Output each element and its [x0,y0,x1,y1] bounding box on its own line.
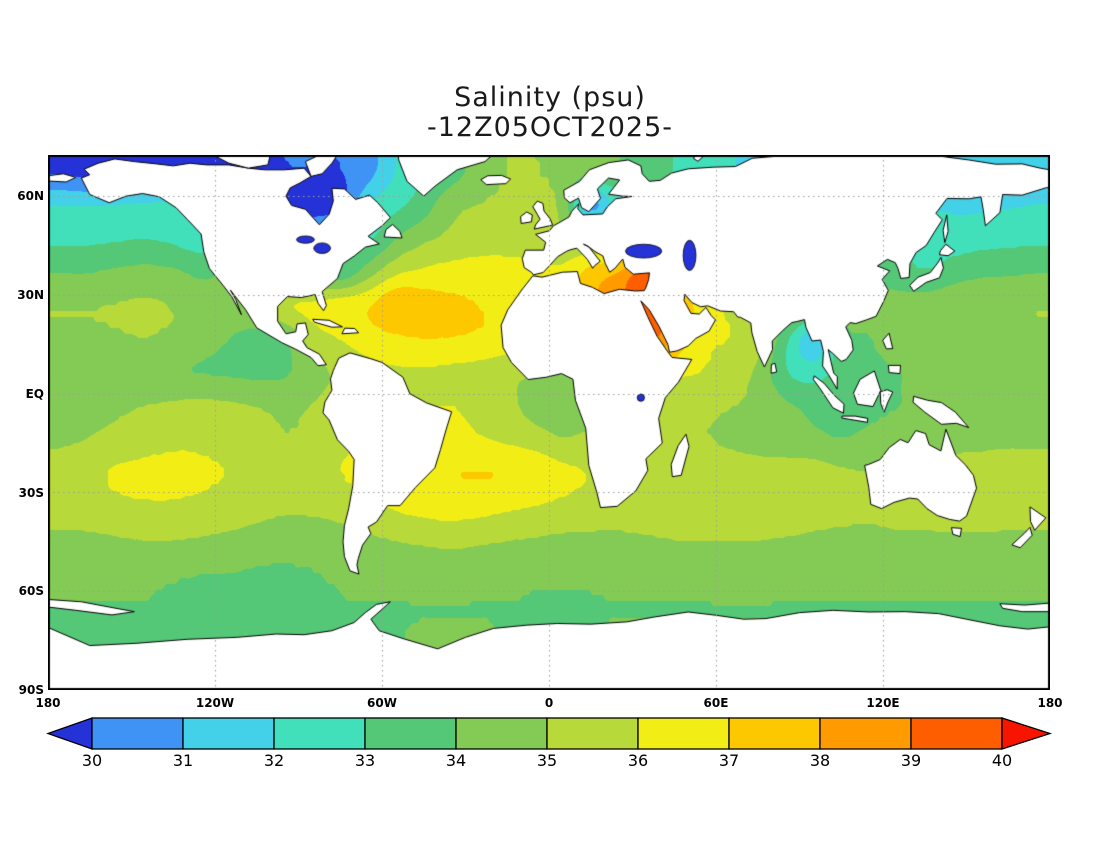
colorbar-label-31: 31 [172,751,194,770]
colorbar-segment-30 [91,717,184,750]
x-tick-120W: 120W [195,696,235,710]
colorbar-label-34: 34 [445,751,467,770]
colorbar-segment-33 [364,717,457,750]
salinity-map-canvas [48,155,1050,690]
colorbar-label-30: 30 [81,751,103,770]
colorbar-arrow-high [1001,717,1053,750]
colorbar-arrow-low [46,717,93,750]
colorbar-label-39: 39 [900,751,922,770]
y-tick-60S: 60S [18,584,44,598]
colorbar-label-33: 33 [354,751,376,770]
y-tick-90S: 90S [18,683,44,697]
colorbar-segment-38 [819,717,912,750]
colorbar-label-38: 38 [809,751,831,770]
x-tick-0: 0 [544,696,554,710]
y-tick-30N: 30N [17,288,44,302]
y-tick-30S: 30S [18,486,44,500]
chart-title: Salinity (psu) [454,82,646,113]
colorbar-segment-37 [728,717,821,750]
x-tick-60W: 60W [367,696,397,710]
y-tick-60N: 60N [17,189,44,203]
colorbar-segment-34 [455,717,548,750]
x-tick-120E: 120E [866,696,900,710]
colorbar-segment-39 [910,717,1003,750]
y-tick-EQ: EQ [25,387,44,401]
colorbar-segment-36 [637,717,730,750]
x-tick-180W: 180 [35,696,61,710]
colorbar-label-36: 36 [627,751,649,770]
colorbar-label-35: 35 [536,751,558,770]
colorbar-label-32: 32 [263,751,285,770]
colorbar-label-37: 37 [718,751,740,770]
colorbar-segment-31 [182,717,275,750]
chart-subtitle: -12Z05OCT2025- [426,112,673,143]
x-tick-180E: 180 [1037,696,1063,710]
x-tick-60E: 60E [703,696,729,710]
colorbar [46,717,1053,750]
colorbar-segment-32 [273,717,366,750]
colorbar-label-40: 40 [991,751,1013,770]
colorbar-segment-35 [546,717,639,750]
